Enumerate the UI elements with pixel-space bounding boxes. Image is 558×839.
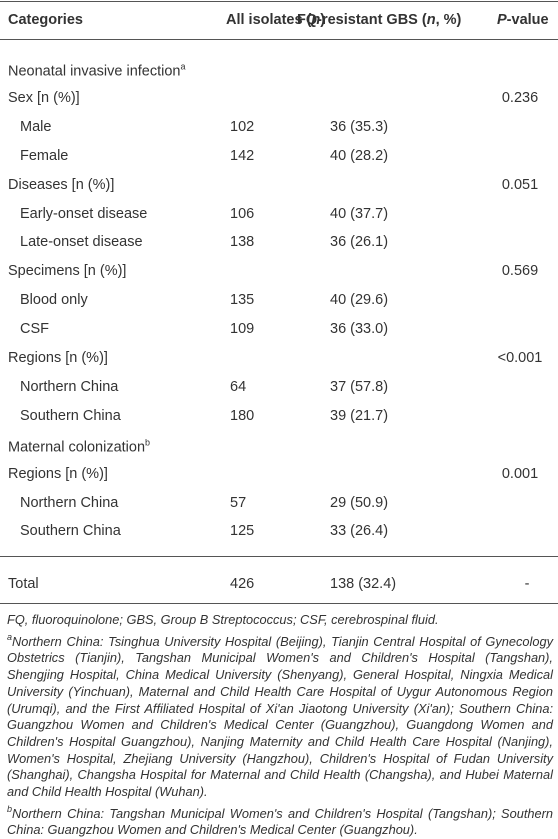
footnote-text: Northern China: Tangshan Municipal Women…: [7, 805, 553, 838]
fq-resistant: 36 (26.1): [330, 234, 389, 251]
all-isolates: 426: [230, 576, 255, 592]
all-isolates: 57: [230, 494, 247, 511]
all-isolates: 106: [230, 205, 255, 222]
row-label: CSF: [20, 321, 49, 338]
p-value: 0.236: [501, 89, 539, 106]
footnote: bNorthern China: Tangshan Municipal Wome…: [7, 801, 553, 839]
fq-resistant: 37 (57.8): [330, 378, 389, 395]
row-label: Blood only: [20, 292, 88, 309]
header-cell: All isolates (n): [226, 11, 325, 29]
p-value: 0.569: [501, 263, 539, 280]
header-text: All isolates (: [226, 12, 312, 28]
footnotes: FQ, fluoroquinolone; GBS, Group B Strept…: [7, 612, 553, 839]
all-isolates: 102: [230, 118, 255, 135]
row-label: Late-onset disease: [20, 234, 143, 251]
row-label: Total: [8, 576, 39, 592]
fq-resistant: 39 (21.7): [330, 407, 389, 424]
fq-resistant: 40 (29.6): [330, 292, 389, 309]
section-title: Maternal colonizationb: [8, 437, 151, 456]
fq-resistant: 36 (35.3): [330, 118, 389, 135]
p-value: 0.051: [501, 176, 539, 193]
rule: [0, 39, 558, 40]
group-label: Specimens [n (%)]: [8, 263, 127, 280]
footnote-mark: a: [7, 631, 13, 642]
footnote-text: Northern China: Tsinghua University Hosp…: [7, 633, 553, 800]
header-text: -value: [506, 12, 549, 28]
all-isolates: 125: [230, 523, 255, 540]
fq-resistant: 40 (37.7): [330, 205, 389, 222]
fq-resistant: 29 (50.9): [330, 494, 389, 511]
footnote-mark: b: [145, 437, 151, 448]
fq-resistant: 40 (28.2): [330, 147, 389, 164]
p-value: 0.001: [501, 465, 539, 482]
all-isolates: 138: [230, 234, 255, 251]
fq-resistant: 33 (26.4): [330, 523, 389, 540]
group-label: Diseases [n (%)]: [8, 176, 115, 193]
p-value: -: [524, 576, 530, 592]
all-isolates: 109: [230, 321, 255, 338]
header-text: n: [426, 12, 436, 28]
fq-resistant: 138 (32.4): [330, 576, 397, 592]
header-cell: P-value: [497, 11, 549, 29]
group-label: Sex [n (%)]: [8, 89, 80, 106]
all-isolates: 64: [230, 378, 247, 395]
row-label: Northern China: [20, 378, 119, 395]
row-label: Northern China: [20, 494, 119, 511]
fq-resistant: 36 (33.0): [330, 321, 389, 338]
section-title: Neonatal invasive infectiona: [8, 61, 186, 80]
row-label: Male: [20, 118, 52, 135]
all-isolates: 180: [230, 407, 255, 424]
group-label: Regions [n (%)]: [8, 465, 108, 482]
row-label: Female: [20, 147, 69, 164]
row-label: Southern China: [20, 523, 121, 540]
header-text: , %): [435, 12, 462, 28]
header-text: ): [320, 12, 326, 28]
rule: [0, 556, 558, 557]
header-text: FQ-resistant GBS (: [297, 12, 427, 28]
footnote-mark: a: [180, 61, 186, 72]
group-label: Regions [n (%)]: [8, 350, 108, 366]
rule: [0, 603, 558, 604]
all-isolates: 135: [230, 292, 255, 309]
footnote: aNorthern China: Tsinghua University Hos…: [7, 629, 553, 801]
row-label: Early-onset disease: [20, 205, 148, 222]
footnote: FQ, fluoroquinolone; GBS, Group B Strept…: [7, 612, 439, 627]
header-text: P: [497, 12, 507, 28]
p-value: <0.001: [497, 350, 543, 366]
rule: [0, 1, 558, 2]
header-cell: FQ-resistant GBS (n, %): [297, 11, 461, 29]
all-isolates: 142: [230, 147, 255, 164]
row-label: Southern China: [20, 407, 121, 424]
header-cell: Categories: [8, 12, 83, 28]
header-text: n: [311, 12, 321, 28]
footnote-mark: b: [7, 803, 13, 814]
